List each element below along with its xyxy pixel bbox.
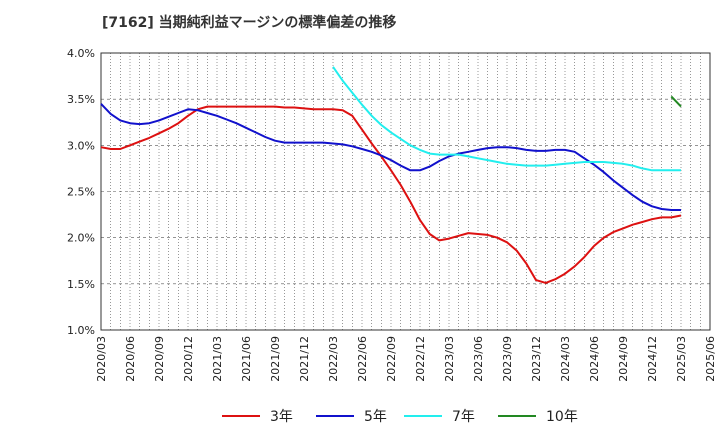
x-tick-label: 2020/06: [124, 336, 137, 382]
y-tick-label: 2.5%: [67, 186, 95, 199]
x-tick-label: 2020/03: [95, 336, 108, 382]
legend-swatch-5y: [316, 415, 354, 417]
legend-swatch-3y: [222, 415, 260, 417]
series-line-10年: [670, 95, 682, 108]
x-tick-label: 2023/09: [501, 336, 514, 382]
y-tick-label: 4.0%: [67, 47, 95, 60]
legend-label-10y: 10年: [546, 409, 578, 425]
x-tick-label: 2023/03: [443, 336, 456, 382]
legend-label-3y: 3年: [270, 409, 293, 425]
chart-title: [7162] 当期純利益マージンの標準偏差の推移: [102, 15, 397, 31]
x-tick-label: 2023/06: [472, 336, 485, 382]
legend: 3年 5年 7年 10年: [0, 404, 720, 428]
legend-label-5y: 5年: [364, 409, 387, 425]
x-tick-label: 2024/09: [617, 336, 630, 382]
x-tick-label: 2024/12: [646, 336, 659, 382]
x-tick-label: 2025/06: [704, 336, 717, 382]
y-tick-label: 3.0%: [67, 139, 95, 152]
legend-item-7y[interactable]: 7年: [404, 404, 475, 428]
x-tick-label: 2020/09: [153, 336, 166, 382]
legend-label-7y: 7年: [452, 409, 475, 425]
y-tick-label: 1.5%: [67, 278, 95, 291]
series-line-5年: [100, 103, 681, 211]
legend-item-3y[interactable]: 3年: [222, 404, 293, 428]
legend-item-10y[interactable]: 10年: [498, 404, 578, 428]
x-tick-label: 2024/06: [588, 336, 601, 382]
series-layer: [100, 66, 682, 284]
x-tick-label: 2022/03: [327, 336, 340, 382]
x-tick-label: 2021/09: [269, 336, 282, 382]
x-tick-label: 2024/03: [559, 336, 572, 382]
series-line-7年: [332, 66, 681, 172]
y-tick-label: 1.0%: [67, 324, 95, 337]
x-tick-label: 2023/12: [530, 336, 543, 382]
legend-swatch-7y: [404, 415, 442, 417]
x-tick-label: 2022/12: [414, 336, 427, 382]
x-tick-label: 2022/09: [385, 336, 398, 382]
legend-item-5y[interactable]: 5年: [316, 404, 387, 428]
y-tick-label: 3.5%: [67, 93, 95, 106]
x-tick-label: 2020/12: [182, 336, 195, 382]
x-tick-label: 2025/03: [675, 336, 688, 382]
plot-frame: [100, 52, 711, 331]
x-tick-label: 2021/06: [240, 336, 253, 382]
x-tick-label: 2021/12: [298, 336, 311, 382]
legend-swatch-10y: [498, 415, 536, 417]
axis-layer: 1.0% 1.5% 2.0% 2.5% 3.0% 3.5% 4.0% 2020/03 2020/…: [67, 47, 717, 382]
x-tick-label: 2022/06: [356, 336, 369, 382]
x-tick-label: 2021/03: [211, 336, 224, 382]
y-tick-label: 2.0%: [67, 232, 95, 245]
